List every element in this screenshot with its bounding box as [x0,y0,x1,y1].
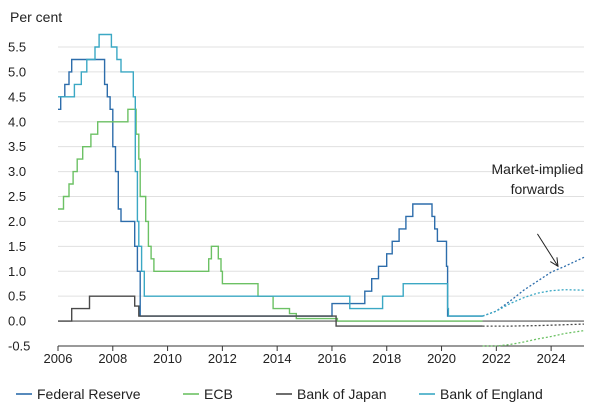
x-tick-label: 2006 [44,351,73,366]
y-tick-label: 0.0 [8,314,26,329]
annotation: Market-implied forwards [492,161,584,268]
forward-line-bank-of-england [482,289,585,317]
y-tick-label: 4.5 [8,89,26,104]
x-tick-label: 2012 [208,351,237,366]
y-tick-labels: -0.5 0.0 0.5 1.0 1.5 2.0 2.5 3.0 3.5 4.0 4.5 5.0 5.5 [8,40,30,354]
series-line-ecb [58,108,483,322]
x-tick-label: 2016 [317,351,346,366]
y-tick-label: 1.0 [8,264,26,279]
y-tick-label: 3.0 [8,164,26,179]
y-tick-label: 3.5 [8,139,26,154]
y-tick-label: 0.5 [8,289,26,304]
y-tick-label: 5.0 [8,64,26,79]
legend-label-bank-of-england: Bank of England [440,386,543,402]
x-tick-labels: 2006 2008 2010 2012 2014 2016 2018 2020 2022 2024 [44,345,584,366]
x-tick-label: 2018 [372,351,401,366]
y-tick-label: 4.0 [8,114,26,129]
annotation-arrow-head [550,257,559,268]
series-lines [58,33,483,327]
annotation-text: Market-implied [492,161,584,177]
legend-label-ecb: ECB [204,386,233,402]
x-tick-label: 2008 [98,351,127,366]
y-tick-label: 2.0 [8,214,26,229]
x-tick-label: 2010 [153,351,182,366]
x-tick-label: 2022 [482,351,511,366]
y-tick-label: 2.5 [8,189,26,204]
y-axis-title: Per cent [10,9,62,25]
legend-label-federal-reserve: Federal Reserve [37,386,141,402]
annotation-arrow-shaft [537,233,559,267]
x-tick-label: 2020 [427,351,456,366]
forward-line-bank-of-japan [482,323,585,327]
forward-line-ecb [482,329,585,347]
legend: Federal Reserve ECB Bank of Japan Bank of E… [16,386,543,402]
legend-label-bank-of-japan: Bank of Japan [297,386,387,402]
x-tick-label: 2014 [263,351,292,366]
x-tick-label: 2024 [537,351,566,366]
forward-lines [482,256,585,347]
y-tick-label: -0.5 [8,339,30,354]
series-line-federal-reserve [58,58,483,317]
y-tick-label: 1.5 [8,239,26,254]
series-line-bank-of-england [58,33,483,317]
y-tick-label: 5.5 [8,40,26,55]
series-line-bank-of-japan [58,295,483,327]
annotation-text: forwards [511,181,565,197]
forward-line-federal-reserve [482,256,585,317]
